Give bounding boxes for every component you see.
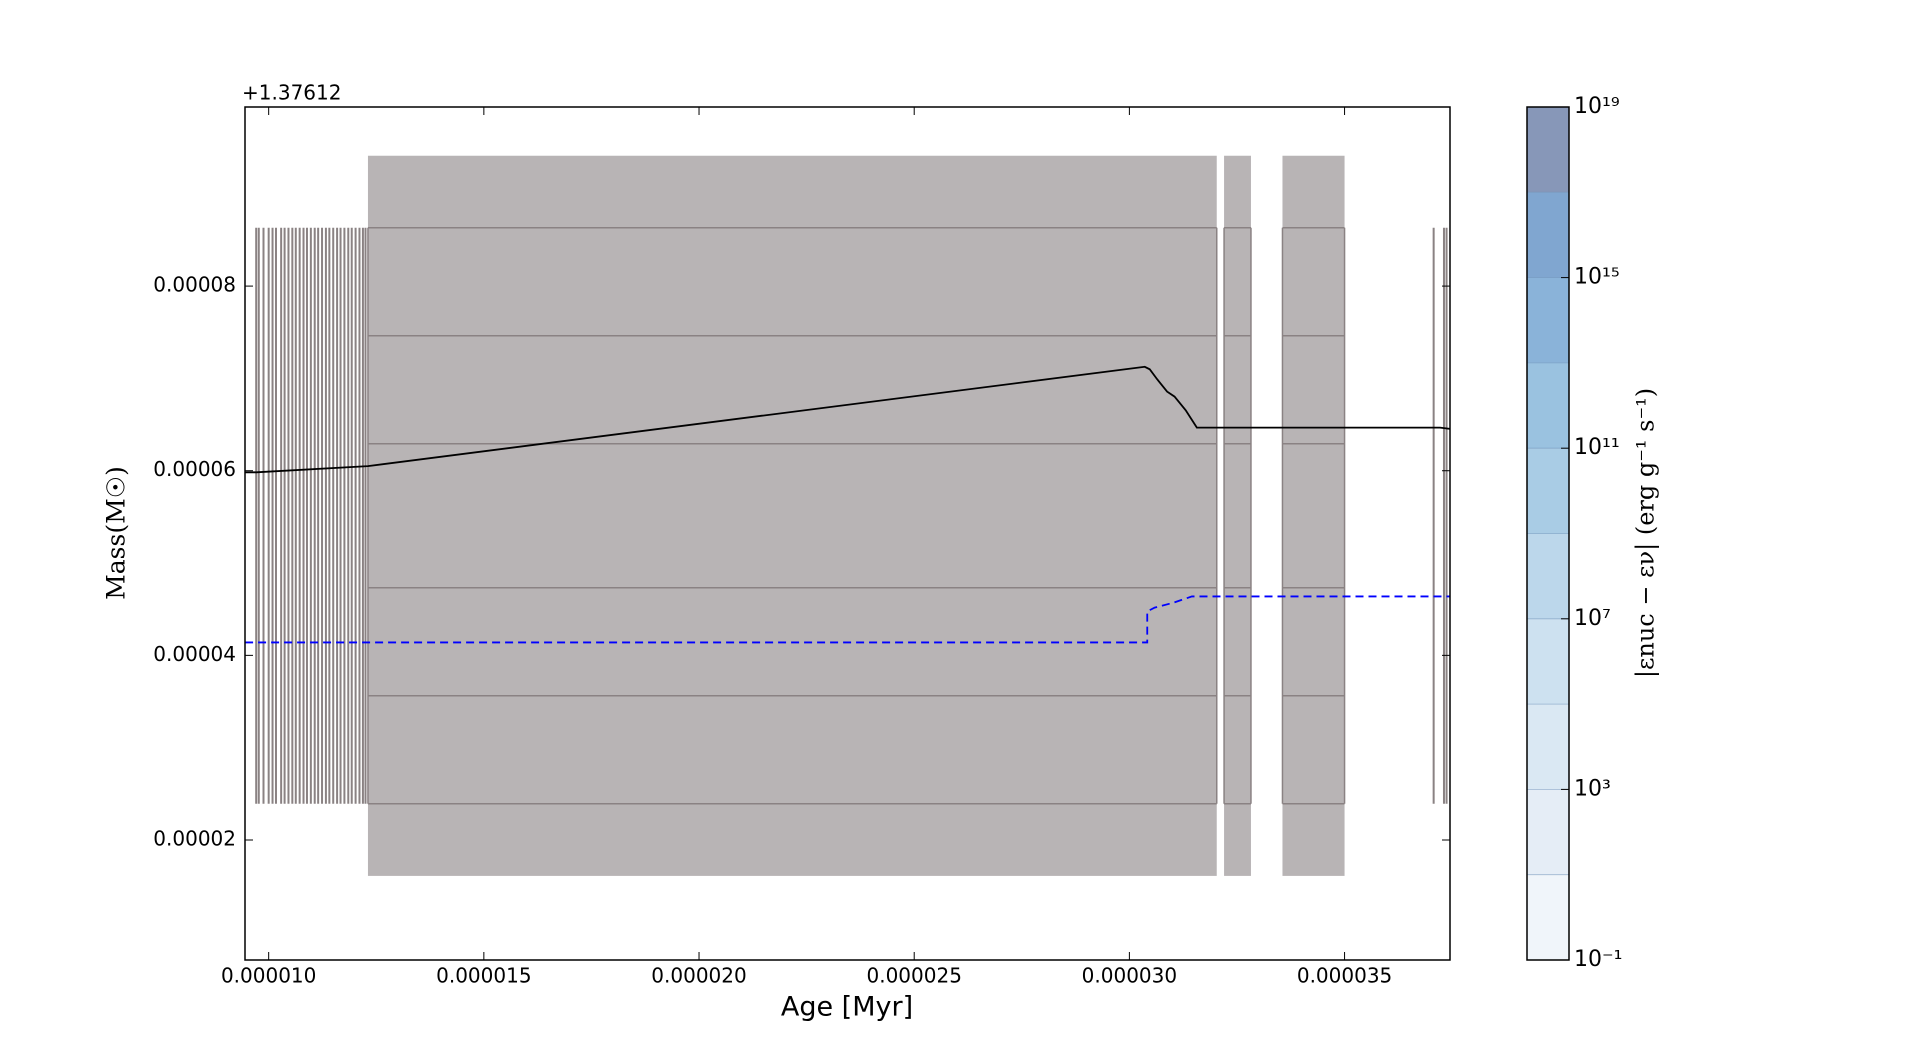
y-tick-label: 0.00002	[153, 826, 236, 850]
colorbar-band	[1527, 448, 1569, 534]
colorbar-band	[1527, 192, 1569, 278]
x-tick-label: 0.000015	[436, 964, 531, 988]
x-axis-label: Age [Myr]	[781, 992, 913, 1023]
colorbar-tick-label: 10³	[1574, 776, 1611, 801]
series-line	[245, 595, 1451, 644]
colorbar-band	[1527, 704, 1569, 790]
colorbar-tick-label: 10¹¹	[1574, 435, 1620, 460]
colorbar-band	[1527, 277, 1569, 363]
x-tick-label: 0.000035	[1297, 964, 1392, 988]
convective-region	[1224, 155, 1251, 876]
plot-frame	[244, 106, 1451, 961]
x-tick-label: 0.000025	[866, 964, 961, 988]
y-tick-label: 0.00004	[153, 642, 236, 666]
colorbar-label: |εnuc − εν| (erg g⁻¹ s⁻¹)	[1632, 388, 1661, 678]
colorbar-band	[1527, 107, 1569, 193]
y-tick-label: 0.00006	[153, 457, 236, 481]
x-tick-label: 0.000010	[221, 964, 316, 988]
y-axis-label: Mass(M☉)	[102, 466, 131, 600]
x-tick-label: 0.000020	[651, 964, 746, 988]
colorbar-tick-label: 10¹⁹	[1574, 94, 1620, 119]
colorbar-tick-label: 10⁷	[1574, 606, 1611, 631]
offset-label: +1.37612	[242, 81, 341, 105]
colorbar-band	[1527, 874, 1569, 960]
colorbar-band	[1527, 533, 1569, 619]
series-line	[245, 365, 1451, 474]
colorbar-band	[1527, 789, 1569, 875]
colorbar-tick-label: 10¹⁵	[1574, 265, 1620, 290]
x-tick-label: 0.000030	[1082, 964, 1177, 988]
convective-region	[367, 155, 1217, 876]
y-tick-label: 0.00008	[153, 273, 236, 297]
colorbar-band	[1527, 618, 1569, 705]
colorbar-frame	[1526, 106, 1570, 961]
colorbar-band	[1527, 362, 1569, 449]
colorbar-tick-label: 10⁻¹	[1574, 947, 1622, 972]
convective-region	[1282, 155, 1345, 876]
